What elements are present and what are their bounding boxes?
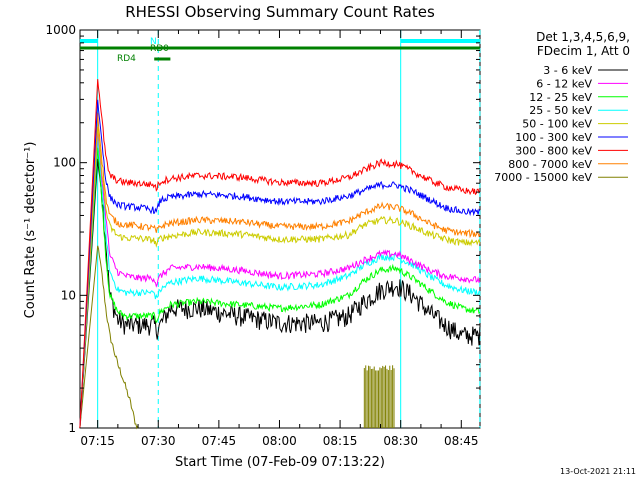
footer-date: 13-Oct-2021 21:11 — [560, 467, 636, 476]
y-axis-ticks: 1 10 100 1000 — [45, 23, 480, 435]
y-tick-label: 1000 — [45, 23, 76, 37]
y-tick-label: 100 — [53, 156, 76, 170]
annotation-rd0: RD0 — [150, 44, 169, 54]
series-line-2 — [79, 147, 481, 429]
series-line-8 — [79, 245, 139, 430]
series-line-1 — [79, 130, 481, 429]
legend-header-1: Det 1,3,4,5,6,9, — [536, 30, 630, 44]
series-line-4 — [79, 126, 481, 429]
x-tick-label: 08:15 — [323, 434, 358, 448]
x-tick-label: 08:30 — [383, 434, 418, 448]
legend-label: 800 - 7000 keV — [508, 158, 592, 171]
legend-label: 6 - 12 keV — [536, 77, 592, 90]
x-axis-label: Start Time (07-Feb-09 07:13:22) — [175, 455, 385, 470]
series-line-7 — [79, 112, 481, 429]
annotation-rd4: RD4 — [117, 54, 136, 64]
series-line-3 — [79, 134, 481, 429]
legend-label: 100 - 300 keV — [515, 131, 592, 144]
legend-label: 7000 - 15000 keV — [494, 171, 592, 184]
y-tick-label: 1 — [68, 421, 76, 435]
x-tick-label: 08:00 — [262, 434, 297, 448]
x-tick-label: 07:15 — [80, 434, 115, 448]
x-axis-ticks: 07:15 07:30 07:45 08:00 08:15 08:30 08:45 — [80, 30, 479, 448]
legend-label: 3 - 6 keV — [543, 64, 592, 77]
mode-bars — [79, 39, 480, 61]
legend-label: 12 - 25 keV — [529, 91, 592, 104]
series-line-5 — [79, 99, 481, 429]
x-tick-label: 08:45 — [444, 434, 479, 448]
y-tick-label: 10 — [61, 288, 76, 302]
chart-title: RHESSI Observing Summary Count Rates — [125, 3, 435, 21]
legend-label: 300 - 800 keV — [515, 144, 592, 157]
x-tick-label: 07:30 — [141, 434, 176, 448]
annotation-n: N — [150, 37, 157, 47]
legend-label: 25 - 50 keV — [529, 104, 592, 117]
legend-label: 50 - 100 keV — [522, 118, 592, 131]
series-line-0 — [79, 158, 481, 429]
y-axis-label: Count Rate (s⁻¹ detector⁻¹) — [23, 142, 38, 319]
legend-header-2: FDecim 1, Att 0 — [537, 44, 630, 58]
series-group — [79, 79, 481, 430]
series-line-6 — [79, 79, 481, 429]
vertical-markers — [97, 30, 481, 428]
x-tick-label: 07:45 — [202, 434, 237, 448]
